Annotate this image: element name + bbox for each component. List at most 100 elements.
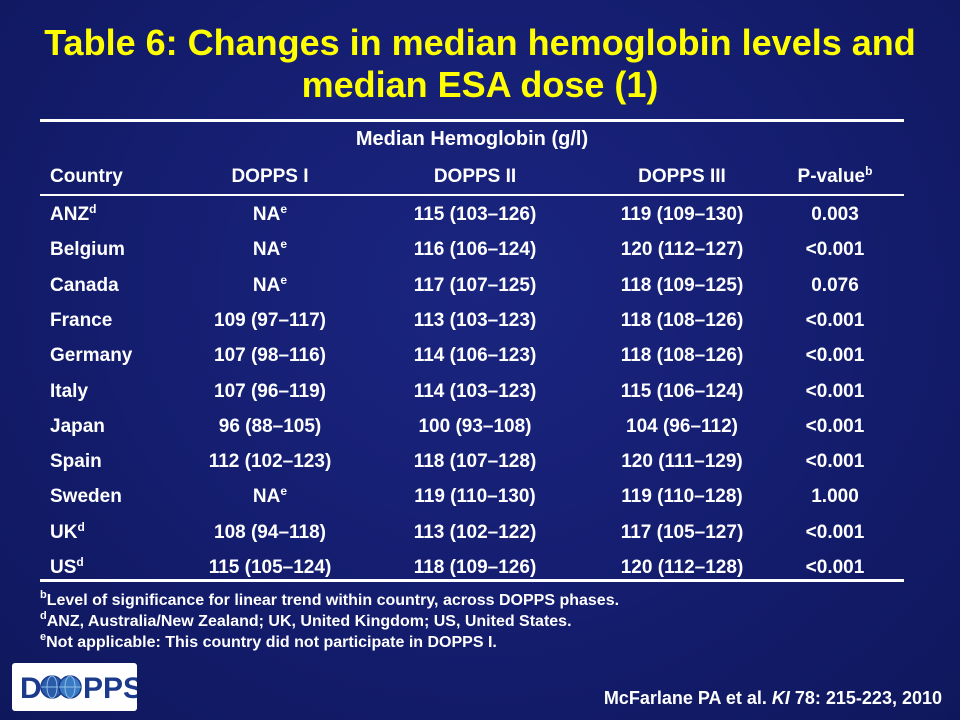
country-name: Japan — [50, 416, 105, 437]
row-country: Spain — [50, 451, 102, 473]
p-value: <0.001 — [805, 345, 865, 366]
citation-author: McFarlane PA et al. — [603, 688, 772, 708]
dopps-2-value: 113 (102–122) — [413, 522, 537, 543]
row-dopps-1: 107 (96–119) — [195, 381, 345, 403]
dopps-1-footnote-mark: e — [280, 202, 288, 216]
row-dopps-3: 120 (111–129) — [598, 451, 766, 473]
dopps-2-value: 119 (110–130) — [414, 486, 536, 507]
row-dopps-1: 96 (88–105) — [195, 416, 345, 438]
row-dopps-3: 118 (109–125) — [598, 275, 766, 297]
footnote-e: eNot applicable: This country did not pa… — [40, 631, 497, 652]
header-dopps-3: DOPPS III — [638, 166, 726, 187]
citation: McFarlane PA et al. KI 78: 215-223, 2010 — [604, 688, 942, 709]
slide-title: Table 6: Changes in median hemoglobin le… — [0, 22, 960, 106]
country-name: Germany — [50, 345, 133, 366]
row-dopps-3: 104 (96–112) — [598, 416, 766, 438]
row-dopps-1: 109 (97–117) — [195, 310, 345, 332]
row-country: ANZd — [50, 202, 97, 226]
table-header-rule — [40, 194, 904, 196]
row-dopps-1: 112 (102–123) — [195, 451, 345, 473]
row-dopps-1: 107 (98–116) — [195, 345, 345, 367]
row-country: UKd — [50, 520, 85, 544]
dopps-1-footnote-mark: e — [280, 484, 288, 498]
country-footnote-mark: d — [89, 202, 97, 216]
p-value: <0.001 — [805, 381, 865, 402]
dopps-1-value: 115 (105–124) — [208, 557, 332, 578]
dopps-3-value: 120 (112–127) — [620, 239, 744, 260]
dopps-1-value: 107 (96–119) — [214, 381, 326, 402]
row-p-value: <0.001 — [780, 451, 890, 473]
row-p-value: <0.001 — [780, 310, 890, 332]
country-name: Belgium — [50, 239, 125, 260]
table-bottom-rule — [40, 579, 904, 582]
row-dopps-3: 120 (112–127) — [598, 239, 766, 261]
p-value: 1.000 — [811, 486, 859, 507]
dopps-3-value: 119 (110–128) — [621, 486, 743, 507]
row-country: Sweden — [50, 486, 122, 508]
footnote-mark: b — [40, 589, 47, 601]
table-subheading: Median Hemoglobin (g/l) — [355, 128, 589, 150]
dopps-2-value: 114 (103–123) — [413, 381, 537, 402]
p-value: <0.001 — [805, 522, 865, 543]
dopps-3-value: 118 (108–126) — [620, 310, 744, 331]
dopps-1-footnote-mark: e — [280, 273, 288, 287]
row-dopps-3: 119 (109–130) — [598, 204, 766, 226]
dopps-2-value: 117 (107–125) — [413, 275, 537, 296]
row-dopps-2: 113 (103–123) — [395, 310, 555, 332]
dopps-2-value: 100 (93–108) — [418, 416, 532, 437]
dopps-2-value: 116 (106–124) — [413, 239, 537, 260]
p-value: 0.076 — [811, 275, 859, 296]
row-country: Germany — [50, 345, 132, 367]
row-dopps-3: 118 (108–126) — [598, 310, 766, 332]
dopps-1-value: NA — [252, 239, 281, 260]
row-country: USd — [50, 555, 84, 579]
row-p-value: 1.000 — [780, 486, 890, 508]
row-p-value: <0.001 — [780, 239, 890, 261]
footnote-b: bLevel of significance for linear trend … — [40, 589, 619, 610]
row-p-value: 0.076 — [780, 275, 890, 297]
row-dopps-2: 114 (103–123) — [395, 381, 555, 403]
row-dopps-2: 115 (103–126) — [395, 204, 555, 226]
footnote-text: ANZ, Australia/New Zealand; UK, United K… — [46, 613, 572, 630]
dopps-logo: D PPS — [12, 663, 137, 711]
country-name: Italy — [50, 381, 89, 402]
logo-letters-pps: PPS — [83, 672, 137, 705]
footnote-d: dANZ, Australia/New Zealand; UK, United … — [40, 610, 572, 631]
footnote-mark: e — [40, 631, 47, 643]
row-dopps-1: 115 (105–124) — [195, 557, 345, 579]
title-line-2: median ESA dose (1) — [301, 64, 659, 105]
header-dopps-1: DOPPS I — [231, 166, 309, 187]
dopps-3-value: 120 (112–128) — [620, 557, 744, 578]
row-dopps-2: 118 (109–126) — [395, 557, 555, 579]
row-dopps-3: 119 (110–128) — [598, 486, 766, 508]
logo-letter-d: D — [20, 672, 42, 705]
row-dopps-2: 113 (102–122) — [395, 522, 555, 544]
country-footnote-mark: d — [77, 520, 85, 534]
dopps-1-value: 108 (94–118) — [214, 522, 326, 543]
dopps-1-value: 107 (98–116) — [214, 345, 326, 366]
row-country: Belgium — [50, 239, 125, 261]
country-name: ANZ — [50, 204, 90, 225]
dopps-2-value: 113 (103–123) — [413, 310, 537, 331]
dopps-1-footnote-mark: e — [280, 237, 288, 251]
dopps-3-value: 115 (106–124) — [620, 381, 744, 402]
row-country: Canada — [50, 275, 119, 297]
dopps-1-value: 112 (102–123) — [208, 451, 332, 472]
row-dopps-2: 116 (106–124) — [395, 239, 555, 261]
country-name: US — [50, 557, 77, 578]
citation-journal: KI — [771, 688, 790, 708]
dopps-1-value: 96 (88–105) — [218, 416, 322, 437]
row-p-value: <0.001 — [780, 522, 890, 544]
row-dopps-2: 118 (107–128) — [395, 451, 555, 473]
dopps-3-value: 118 (108–126) — [620, 345, 744, 366]
header-country: Country — [50, 166, 123, 187]
dopps-1-value: 109 (97–117) — [214, 310, 326, 331]
row-country: Japan — [50, 416, 105, 438]
row-dopps-1: NAe — [195, 202, 345, 226]
citation-rest: 78: 215-223, 2010 — [789, 688, 942, 708]
country-name: Spain — [50, 451, 102, 472]
dopps-3-value: 117 (105–127) — [620, 522, 744, 543]
dopps-2-value: 114 (106–123) — [413, 345, 537, 366]
dopps-2-value: 115 (103–126) — [413, 204, 537, 225]
dopps-1-value: NA — [252, 204, 281, 225]
